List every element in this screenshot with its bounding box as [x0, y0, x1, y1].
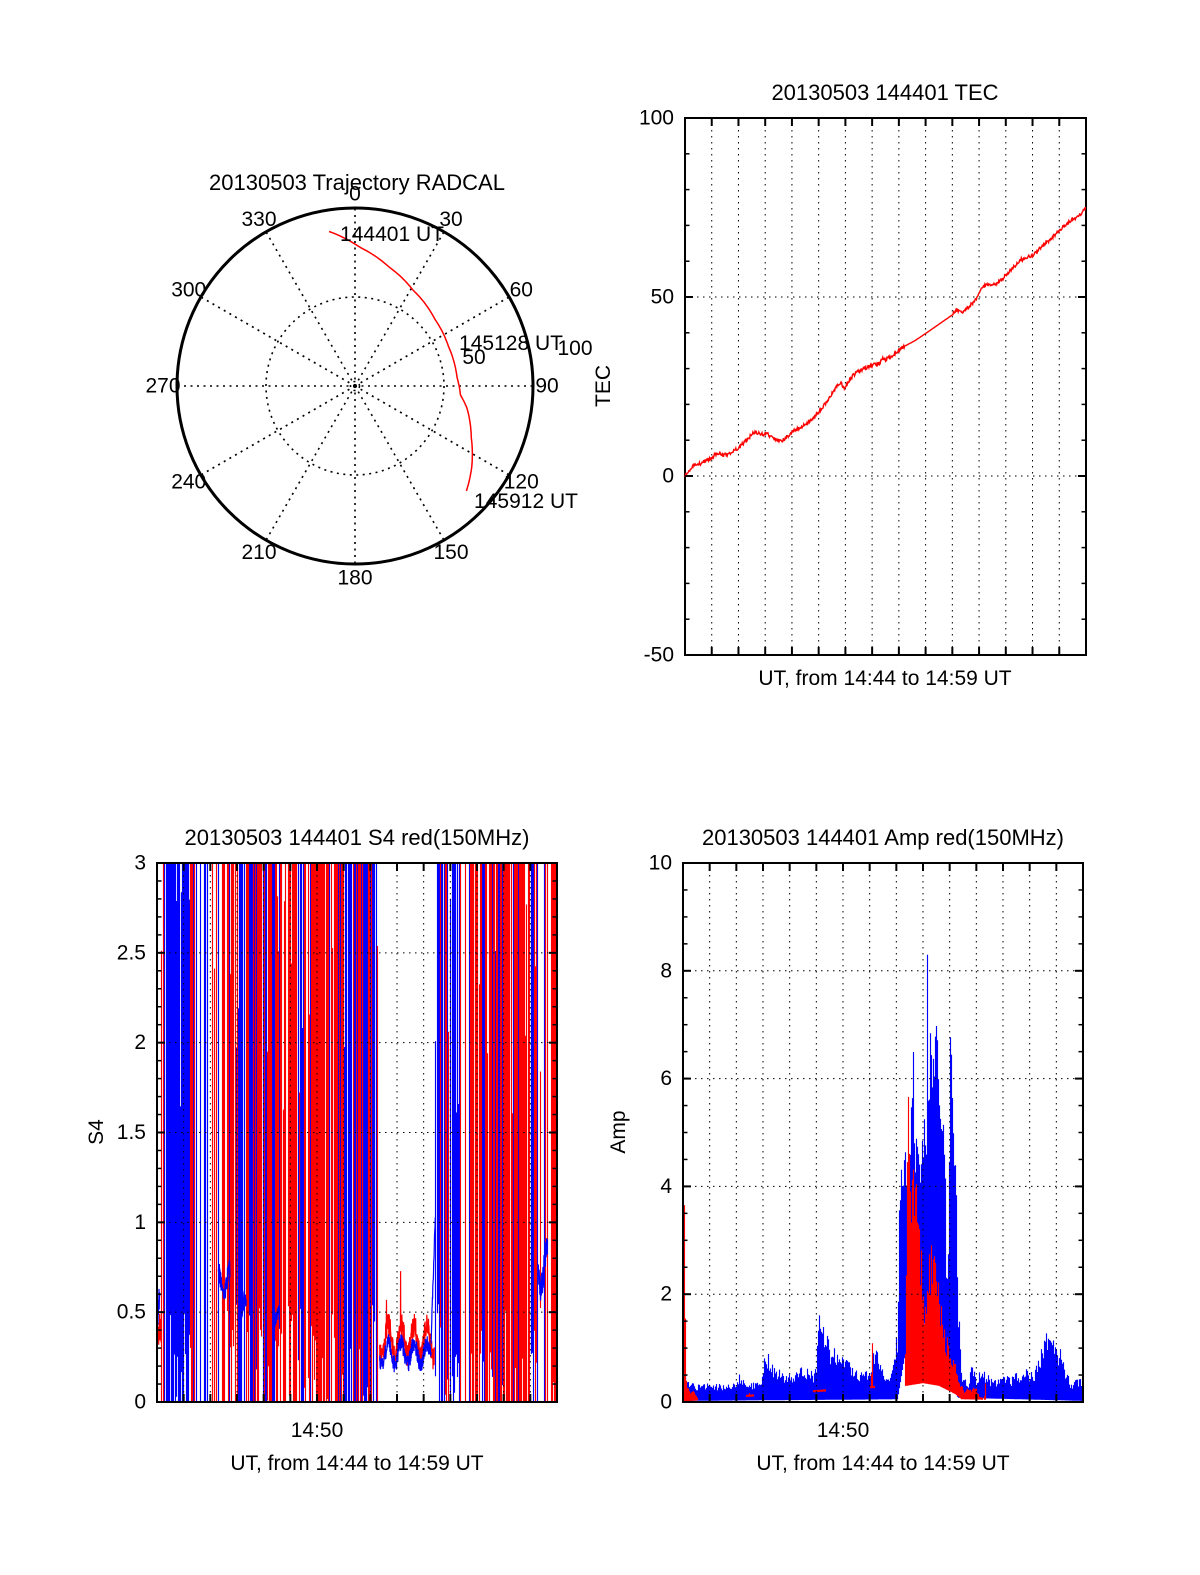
polar-title: 20130503 Trajectory RADCAL: [209, 170, 505, 195]
polar-az-label-210: 210: [241, 541, 276, 564]
tec-xlabel: UT, from 14:44 to 14:59 UT: [758, 667, 1011, 690]
tec-minor-ticks: [685, 117, 1086, 656]
amp-title: 20130503 144401 Amp red(150MHz): [702, 825, 1064, 850]
tec-ylabel: TEC: [592, 365, 615, 407]
s4-ylabel: S4: [85, 1119, 108, 1145]
s4-quiet-trace-blue: [217, 1260, 231, 1300]
s4-ytick-label: 3: [134, 852, 146, 875]
amp-ytick-label: 10: [649, 852, 672, 875]
s4-quiet-trace-blue: [272, 1305, 281, 1334]
polar-az-label-60: 60: [510, 279, 533, 302]
polar-az-label-30: 30: [439, 208, 462, 231]
amp-grid: [683, 863, 1083, 1402]
tec-ytick-label: 50: [651, 286, 674, 309]
s4-ytick-label: 2: [134, 1031, 146, 1054]
polar-az-label-300: 300: [171, 279, 206, 302]
annotation-pass-mid: 145128 UT: [459, 332, 563, 355]
s4-quiet-trace-blue: [237, 1290, 247, 1322]
s4-generated: 0 0.5 1 1.5 2 2.5 3: [117, 852, 558, 1414]
amp-ytick-label: 4: [660, 1175, 672, 1198]
trajectory-polar-plot: 0 30 60 90 120 150 180 210 240 270 300 330 20130503…: [145, 170, 592, 590]
polar-spoke: [354, 231, 445, 387]
tec-ytick-label: 100: [639, 107, 674, 130]
s4-plot: 0 0.5 1 1.5 2 2.5 3 20130503 144401 S4 red(150…: [85, 825, 558, 1475]
s4-quiet-trace-red: [379, 1271, 435, 1370]
s4-xtick-1450: 14:50: [291, 1419, 344, 1442]
amp-minor-ticks: [683, 862, 1083, 1403]
trajectory-path: [328, 230, 474, 492]
s4-ytick-label: 1: [134, 1211, 146, 1234]
amp-ytick-label: 2: [660, 1283, 672, 1306]
polar-az-label-120: 120: [504, 471, 539, 494]
polar-az-label-180: 180: [337, 567, 372, 590]
polar-az-label-330: 330: [241, 208, 276, 231]
polar-az-label-90: 90: [535, 375, 558, 398]
tec-curve: [684, 206, 1087, 478]
annotation-pass-end: 145912 UT: [474, 490, 578, 513]
s4-red-columns: [160, 863, 557, 1402]
tec-generated: 100 50 0 -50: [639, 107, 1087, 667]
tec-ytick-label: -50: [644, 644, 674, 667]
amp-generated: 0 2 4 6 8 10: [649, 852, 1084, 1414]
amp-ytick-label: 0: [660, 1391, 672, 1414]
polar-outer-circle: [175, 206, 535, 566]
amp-xtick-1450: 14:50: [817, 1419, 870, 1442]
tec-curve-layer: [684, 206, 1087, 478]
s4-quiet-trace-blue: [430, 1217, 436, 1344]
tec-ytick-label: 0: [662, 465, 674, 488]
radial-tick-label-100: 100: [557, 337, 592, 360]
polar-spoke: [200, 385, 356, 476]
s4-title: 20130503 144401 S4 red(150MHz): [185, 825, 530, 850]
tec-title: 20130503 144401 TEC: [771, 80, 998, 105]
amp-data-layer: [682, 954, 1084, 1402]
amp-blue-signal: [682, 954, 1084, 1401]
tec-grid: [685, 118, 1086, 655]
annotation-pass-start: 144401 UT: [340, 223, 444, 246]
s4-ytick-label: 1.5: [117, 1121, 146, 1144]
tec-plot: 100 50 0 -50 20130503 144401 TEC UT, from 1…: [592, 80, 1087, 690]
s4-ytick-label: 2.5: [117, 941, 146, 964]
amp-ylabel: Amp: [607, 1110, 630, 1153]
amp-axis-box: [682, 862, 1084, 1403]
amp-ytick-label: 8: [660, 959, 672, 982]
s4-xlabel: UT, from 14:44 to 14:59 UT: [230, 1452, 483, 1475]
amp-axes: [682, 862, 1084, 1403]
s4-ytick-label: 0.5: [117, 1301, 146, 1324]
s4-ytick-label: 0: [134, 1391, 146, 1414]
s4-grid: [157, 863, 557, 1402]
polar-spoke: [265, 385, 356, 541]
tec-axis-box: [684, 117, 1087, 656]
polar-az-label-150: 150: [433, 541, 468, 564]
amp-ytick-label: 6: [660, 1067, 672, 1090]
s4-quiet-trace-blue: [537, 1238, 549, 1301]
s4-quiet-trace-blue: [379, 1334, 432, 1373]
polar-az-label-270: 270: [145, 375, 180, 398]
polar-generated: 0 30 60 90 120 150 180 210 240 270 300 330: [145, 183, 558, 590]
tec-axes: [684, 117, 1087, 656]
polar-center-marker: [349, 380, 361, 392]
polar-az-label-0: 0: [349, 183, 361, 206]
amp-xlabel: UT, from 14:44 to 14:59 UT: [756, 1452, 1009, 1475]
polar-inner-ring: [265, 296, 445, 476]
polar-az-label-240: 240: [171, 471, 206, 494]
s4-minor-ticks: [157, 862, 557, 1403]
polar-grid: [177, 208, 533, 564]
radial-tick-label-50: 50: [462, 346, 485, 369]
